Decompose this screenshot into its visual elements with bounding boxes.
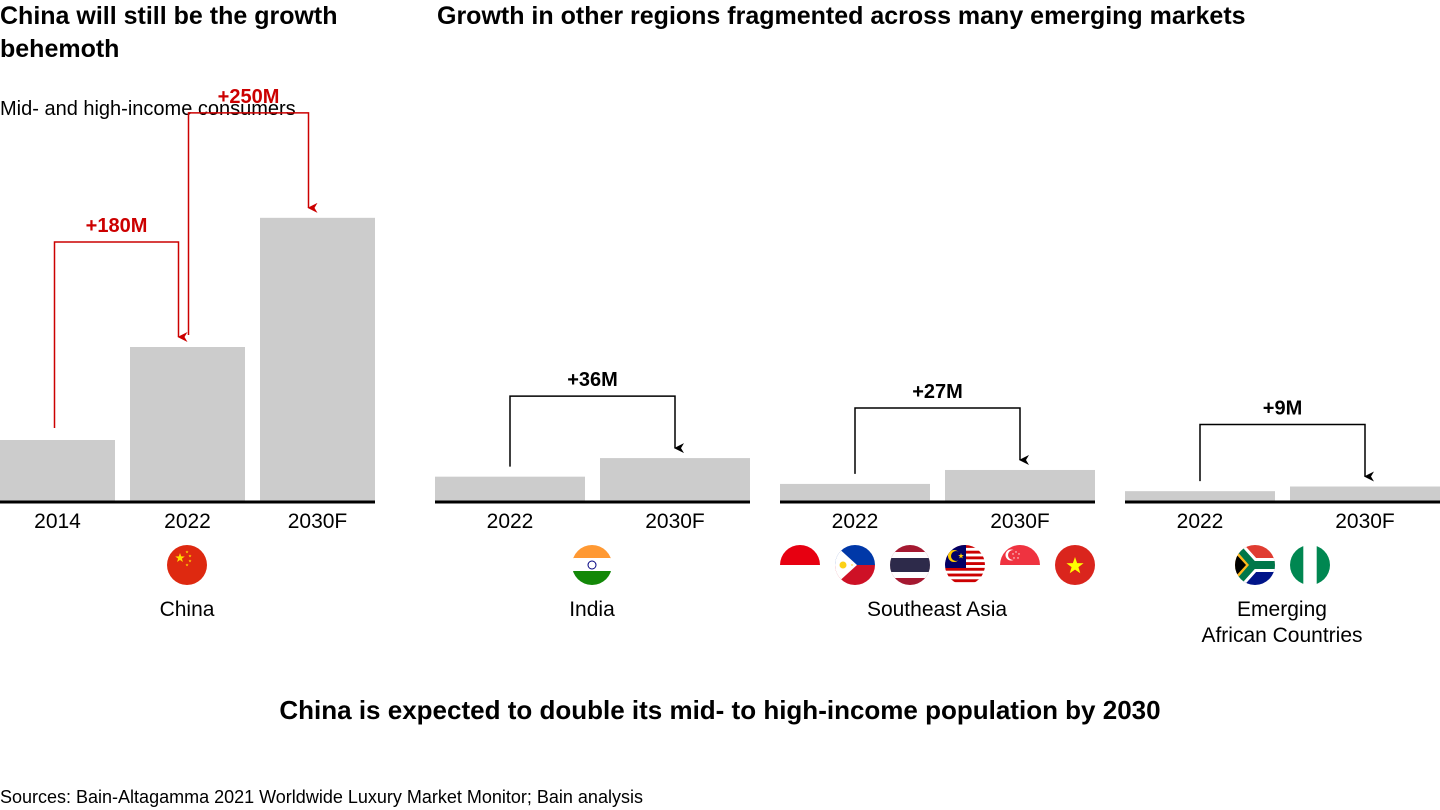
- bar-india-2022: [435, 476, 585, 502]
- tick-label: 2022: [832, 510, 879, 533]
- bar-southeast-asia-2022: [780, 483, 930, 502]
- tick-label: 2030F: [645, 510, 705, 533]
- thailand-flag-icon: [889, 545, 930, 585]
- tick-label: 2022: [487, 510, 534, 533]
- region-label: China: [159, 598, 215, 621]
- indonesia-flag-icon: [779, 545, 820, 585]
- region-label: Southeast Asia: [866, 598, 1008, 621]
- malaysia-flag-icon: [944, 545, 985, 585]
- india-flag-icon: [572, 545, 612, 585]
- china-flag-icon: [167, 545, 207, 585]
- vietnam-flag-icon: [1054, 545, 1095, 585]
- subtitle: Mid- and high-income consumers: [0, 98, 296, 120]
- bar-southeast-asia-2030f: [945, 469, 1095, 502]
- change-arrow: [854, 407, 1029, 474]
- change-label: +36M: [567, 369, 618, 391]
- tick-label: 2014: [34, 510, 81, 533]
- change-label: +250M: [218, 86, 280, 108]
- tick-label: 2030F: [288, 510, 348, 533]
- bar-emerging-african-countries-2030f: [1290, 486, 1440, 502]
- region-label-line: Emerging: [1237, 598, 1327, 621]
- bar-china-2022: [130, 347, 245, 502]
- tick-label: 2022: [164, 510, 211, 533]
- region-label: India: [569, 598, 615, 621]
- change-arrow: [53, 241, 188, 428]
- right-heading: Growth in other regions fragmented acros…: [437, 2, 1246, 30]
- philippines-flag-icon: [834, 545, 875, 585]
- south-africa-flag-icon: [1234, 545, 1275, 585]
- bar-emerging-african-countries-2022: [1125, 491, 1275, 502]
- nigeria-flag-icon: [1289, 545, 1330, 585]
- change-arrow: [509, 395, 684, 467]
- change-label: +27M: [912, 381, 963, 403]
- change-label: +180M: [86, 215, 148, 237]
- singapore-flag-icon: [999, 545, 1040, 585]
- takeaway-title: China is expected to double its mid- to …: [279, 695, 1161, 725]
- change-arrow: [187, 112, 318, 335]
- change-label: +9M: [1263, 398, 1302, 420]
- region-label: Emerging African Countries: [1132, 597, 1432, 649]
- bar-india-2030f: [600, 458, 750, 502]
- change-arrow: [1199, 423, 1374, 482]
- region-label-line: African Countries: [1201, 624, 1363, 647]
- tick-label: 2030F: [990, 510, 1050, 533]
- source-note: Sources: Bain-Altagamma 2021 Worldwide L…: [0, 787, 643, 807]
- chart-area: 2014 2022 2030F +180M +250M 2022 2030F +36M 2022…: [0, 86, 1440, 533]
- tick-label: 2030F: [1335, 510, 1395, 533]
- bar-china-2014: [0, 440, 115, 502]
- left-heading: China will still be the growth behemoth: [0, 2, 338, 63]
- bar-china-2030f: [260, 217, 375, 503]
- tick-label: 2022: [1177, 510, 1224, 533]
